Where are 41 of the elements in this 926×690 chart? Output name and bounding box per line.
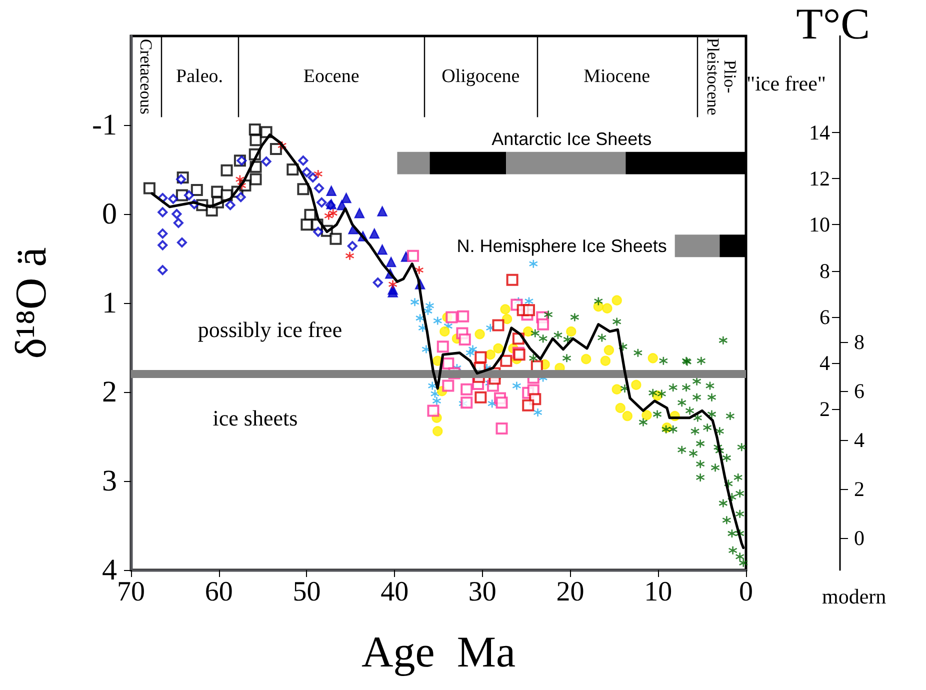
x-tick-label: 0 (739, 576, 753, 608)
annotation: Cretaceous (136, 38, 156, 114)
y-tick-label: 4 (102, 554, 117, 586)
annotation: ice sheets (212, 405, 298, 430)
annotation: Plio- Pleistocene (703, 38, 740, 116)
annotation: Paleo. (176, 66, 224, 88)
y-tick-label: -1 (92, 108, 117, 142)
y3-axis-title: modern (822, 584, 887, 608)
x-axis-title: Age Ma (362, 628, 516, 676)
x-tick-label: 50 (292, 576, 321, 608)
annotation: Eocene (303, 66, 360, 88)
annotation: Oligocene (442, 66, 520, 88)
y2-tick-label: 12 (809, 166, 830, 191)
y3-tick-label: 8 (854, 330, 864, 354)
y3-tick-label: 4 (854, 428, 865, 452)
x-tick-label: 10 (644, 576, 672, 608)
x-tick-label: 70 (117, 576, 145, 608)
y-tick-label: 0 (102, 198, 117, 230)
x-tick-label: 30 (468, 576, 496, 608)
y3-tick-label: 6 (854, 379, 864, 404)
y2-tick-label: 4 (820, 350, 830, 375)
y2-tick-label: 10 (809, 212, 830, 237)
y-tick-label: 3 (102, 464, 117, 498)
y-tick-label: 2 (102, 376, 117, 408)
y3-tick-label: 0 (854, 526, 864, 550)
annotation: possibly ice free (198, 317, 342, 342)
x-tick-label: 40 (380, 576, 409, 608)
band-label: N. Hemisphere Ice Sheets (456, 236, 667, 256)
y-tick-label: 1 (102, 286, 117, 320)
text: T°C (796, 0, 870, 48)
y-axis-title: δ¹⁸O ä (6, 247, 56, 359)
x-tick-label: 60 (204, 576, 233, 608)
y2-tick-label: 6 (820, 304, 830, 329)
y2-tick-label: 2 (820, 396, 830, 421)
x-tick-label: 20 (556, 576, 584, 608)
annotation: Miocene (584, 66, 650, 88)
band-label: Antarctic Ice Sheets (492, 129, 652, 150)
y2-axis-title: "ice free" (746, 72, 826, 96)
y3-tick-label: 2 (854, 477, 864, 502)
y2-tick-label: 14 (809, 120, 830, 145)
y2-tick-label: 8 (820, 258, 830, 283)
